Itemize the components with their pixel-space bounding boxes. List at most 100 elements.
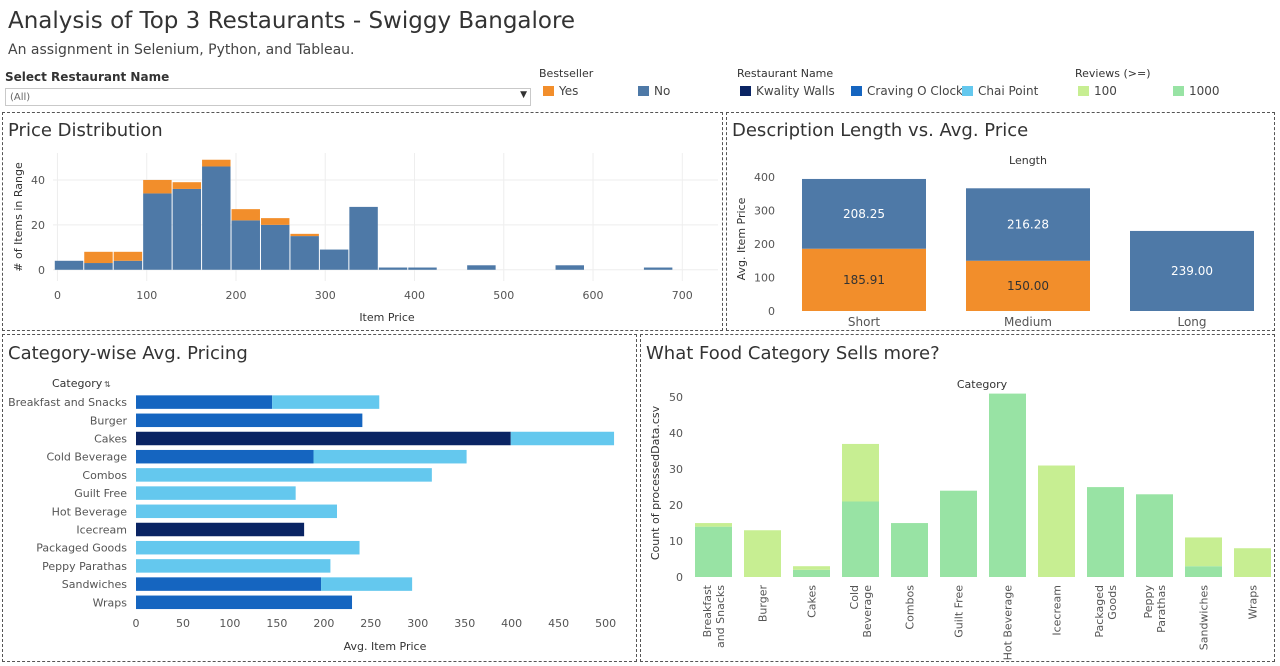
category-label: Icecream	[1051, 585, 1064, 636]
histogram-bar-no	[231, 220, 260, 270]
bar-segment-100	[695, 523, 732, 527]
histogram-bar-no	[467, 265, 496, 270]
category-label: Cakes	[94, 433, 127, 446]
x-tick-label: 500	[595, 617, 616, 630]
price-distribution-panel: Price Distribution 0 100 200 300 400 500 600 70…	[2, 112, 723, 331]
chevron-down-icon[interactable]: ▼	[520, 90, 527, 100]
legend-item-craving-o-clock[interactable]: Craving O Clock	[851, 84, 963, 98]
legend-item-reviews-1000[interactable]: 1000	[1173, 84, 1220, 98]
restaurant-filter-value: (All)	[10, 92, 31, 103]
histogram-bar-yes	[172, 182, 202, 189]
panel-title: What Food Category Sells more?	[646, 343, 940, 364]
data-label: 239.00	[1171, 264, 1213, 278]
description-length-panel: Description Length vs. Avg. Price Length…	[726, 112, 1275, 331]
bar-segment-100	[1234, 548, 1271, 577]
y-tick-label: 20	[669, 499, 683, 512]
category-label: Sandwiches	[1198, 585, 1211, 651]
panel-title: Price Distribution	[8, 120, 163, 141]
legend-item-reviews-100[interactable]: 100	[1078, 84, 1117, 98]
legend-label: No	[654, 84, 671, 98]
category-label: Burger	[757, 585, 770, 623]
category-pricing-chart: Category ⇅ Breakfast and Snacks Burger Cakes…	[8, 377, 616, 653]
bar-segment-100	[1185, 537, 1222, 567]
histogram-bar-no	[349, 206, 378, 270]
dashboard-title: Analysis of Top 3 Restaurants - Swiggy B…	[8, 8, 576, 34]
legend-item-kwality-walls[interactable]: Kwality Walls	[740, 84, 835, 98]
category-label: Parathas	[1155, 585, 1168, 633]
category-label: Long	[1177, 315, 1206, 329]
panel-title: Category-wise Avg. Pricing	[8, 343, 248, 364]
bar-segment	[136, 413, 363, 428]
x-tick-label: 400	[501, 617, 522, 630]
histogram-bar-no	[378, 267, 408, 270]
histogram-bar-yes	[143, 179, 172, 194]
legend-swatch	[740, 86, 751, 96]
legend-label: Kwality Walls	[756, 84, 835, 98]
y-tick-label: 0	[676, 571, 683, 584]
x-tick-label: 250	[360, 617, 381, 630]
data-label: 216.28	[1007, 218, 1049, 232]
x-tick-label: 50	[176, 617, 190, 630]
histogram-bar-no	[643, 267, 673, 270]
y-tick-label: 40	[31, 174, 45, 187]
bar-segment	[136, 431, 511, 446]
legend-item-bestseller-yes[interactable]: Yes	[543, 84, 578, 98]
bar-segment	[321, 577, 413, 591]
data-label: 150.00	[1007, 279, 1049, 293]
bar-segment-no	[1130, 230, 1254, 311]
histogram-bar-yes	[84, 251, 113, 264]
bar-segment-1000	[989, 393, 1026, 577]
panel-title: Description Length vs. Avg. Price	[732, 120, 1029, 141]
histogram-bar-no	[408, 267, 437, 270]
y-tick-label: 20	[31, 219, 45, 232]
bar-segment	[136, 449, 314, 464]
bar-segment-100	[793, 566, 830, 570]
category-label: Breakfast	[701, 584, 714, 637]
bar-segment	[510, 431, 615, 446]
x-tick-label: 0	[133, 617, 140, 630]
legend-item-bestseller-no[interactable]: No	[638, 84, 670, 98]
restaurant-filter-dropdown[interactable]: (All) ▼	[5, 88, 531, 106]
histogram-bar-yes	[290, 233, 319, 237]
price-distribution-chart: 0 100 200 300 400 500 600 700 0 20 40 Item Price # o…	[12, 153, 718, 324]
bar-segment	[136, 577, 322, 591]
bar-segment-1000	[793, 569, 830, 577]
bar-segment-1000	[1087, 487, 1124, 577]
bar-segment-1000	[891, 523, 928, 577]
bar-segment	[136, 522, 305, 537]
bar-segment-100	[744, 530, 781, 577]
bar-segment-1000	[1185, 566, 1222, 577]
histogram-bar-no	[84, 263, 113, 270]
restaurant-filter-label: Select Restaurant Name	[5, 70, 170, 84]
y-tick-label: 200	[754, 238, 775, 251]
x-tick-label: 100	[136, 289, 157, 302]
category-label: Goods	[1106, 585, 1119, 620]
legend-swatch	[638, 86, 649, 96]
legend-item-chai-point[interactable]: Chai Point	[962, 84, 1038, 98]
category-label: Hot Beverage	[1002, 585, 1015, 661]
bar-segment	[136, 468, 432, 482]
bar-segment-1000	[1136, 494, 1173, 577]
category-label: Cold Beverage	[46, 451, 127, 464]
category-label: Burger	[90, 414, 128, 427]
x-tick-label: 500	[493, 289, 514, 302]
y-axis-label: Count of processedData.csv	[649, 405, 662, 560]
y-tick-label: 300	[754, 205, 775, 218]
histogram-bar-yes	[202, 159, 231, 167]
legend-label: 100	[1094, 84, 1117, 98]
bar-segment	[272, 395, 380, 409]
category-pricing-panel: Category-wise Avg. Pricing Category ⇅ Brea…	[2, 334, 637, 662]
x-tick-label: 200	[225, 289, 246, 302]
bar-segment	[136, 395, 273, 409]
x-tick-label: 400	[404, 289, 425, 302]
bar-segment	[136, 504, 337, 519]
x-tick-label: 350	[454, 617, 475, 630]
bar-segment-100	[842, 443, 879, 502]
bar-segment	[136, 595, 353, 610]
food-category-panel: What Food Category Sells more? Category 0…	[640, 334, 1275, 662]
category-label: Guilt Free	[74, 487, 127, 500]
y-tick-label: 0	[768, 305, 775, 318]
x-axis-label: Item Price	[359, 311, 415, 324]
category-label: and Snacks	[714, 585, 727, 648]
y-tick-label: 100	[754, 272, 775, 285]
